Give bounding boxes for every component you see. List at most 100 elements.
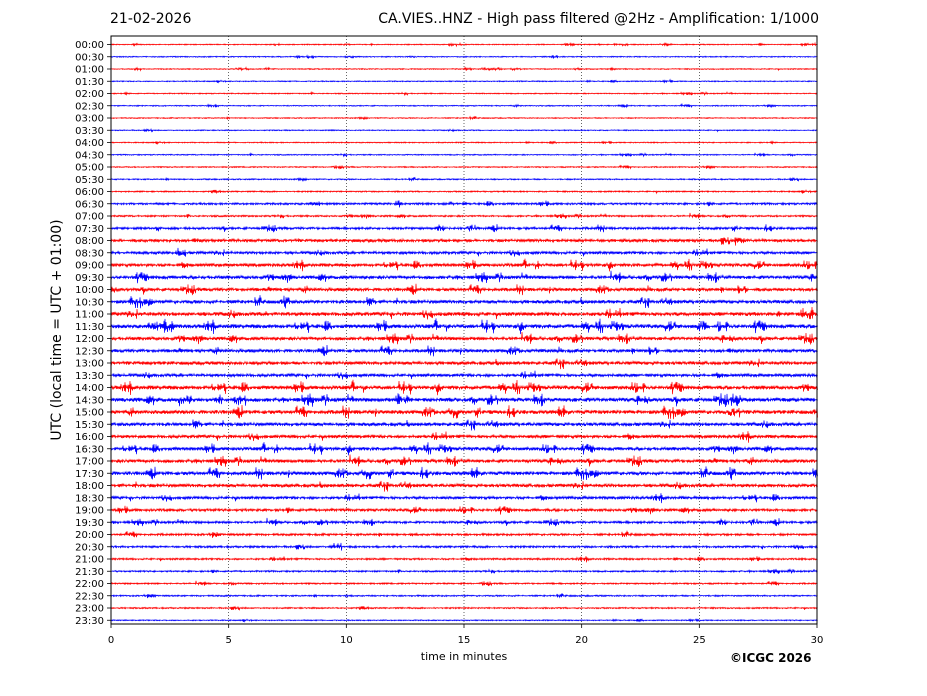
trace-1030 xyxy=(110,295,818,309)
plot-frame xyxy=(110,35,818,625)
y-tick-label: 04:00 xyxy=(75,138,104,149)
y-tick-label: 06:00 xyxy=(75,187,104,198)
y-tick-label: 10:00 xyxy=(75,285,104,296)
x-tick-label: 20 xyxy=(575,635,588,646)
x-tick-labels: 0 5 10 15 20 25 30 xyxy=(108,624,824,646)
trace-0300 xyxy=(110,115,818,121)
y-tick-label: 02:30 xyxy=(75,101,104,112)
seismic-traces xyxy=(110,41,818,623)
trace-1330 xyxy=(110,370,818,380)
x-tick-label: 15 xyxy=(458,635,471,646)
y-tick-label: 17:00 xyxy=(75,457,104,468)
trace-2100 xyxy=(110,556,818,563)
trace-2300 xyxy=(110,605,818,611)
trace-2330 xyxy=(110,618,818,623)
trace-0600 xyxy=(110,189,818,195)
y-tick-label: 00:00 xyxy=(75,40,104,51)
x-tick-label: 10 xyxy=(340,635,353,646)
trace-0030 xyxy=(110,54,818,60)
y-tick-label: 12:00 xyxy=(75,334,104,345)
y-tick-label: 20:00 xyxy=(75,530,104,541)
trace-1100 xyxy=(110,307,818,320)
y-tick-label: 15:00 xyxy=(75,408,104,419)
trace-1630 xyxy=(110,442,818,456)
y-tick-label: 14:00 xyxy=(75,383,104,394)
trace-2030 xyxy=(110,542,818,551)
y-tick-label: 18:00 xyxy=(75,481,104,492)
y-tick-label: 04:30 xyxy=(75,150,104,161)
trace-1430 xyxy=(110,393,818,407)
y-tick-label: 08:00 xyxy=(75,236,104,247)
x-tick-label: 5 xyxy=(225,635,231,646)
trace-0500 xyxy=(110,164,818,170)
y-tick-label: 22:30 xyxy=(75,591,104,602)
trace-1830 xyxy=(110,493,818,504)
trace-1130 xyxy=(110,318,818,335)
y-tick-label: 08:30 xyxy=(75,248,104,259)
y-tick-label: 01:30 xyxy=(75,77,104,88)
y-axis-label: UTC (local time = UTC + 01:00) xyxy=(49,219,65,441)
x-tick-label: 30 xyxy=(811,635,824,646)
trace-1530 xyxy=(110,419,818,431)
trace-1500 xyxy=(110,405,818,420)
y-tick-label: 21:00 xyxy=(75,555,104,566)
trace-1930 xyxy=(110,517,818,527)
y-tick-label: 09:00 xyxy=(75,261,104,272)
trace-0430 xyxy=(110,152,818,158)
grid-lines xyxy=(228,36,700,624)
y-tick-label: 07:30 xyxy=(75,224,104,235)
y-tick-label: 13:30 xyxy=(75,371,104,382)
trace-1400 xyxy=(110,379,818,396)
trace-0730 xyxy=(110,224,818,233)
y-tick-label: 20:30 xyxy=(75,542,104,553)
y-tick-label: 07:00 xyxy=(75,212,104,223)
x-axis-label: time in minutes xyxy=(420,650,508,663)
trace-0800 xyxy=(110,237,818,246)
trace-1730 xyxy=(110,466,818,481)
x-tick-label: 25 xyxy=(693,635,706,646)
y-tick-label: 23:30 xyxy=(75,616,104,627)
y-tick-label: 11:30 xyxy=(75,322,104,333)
trace-1000 xyxy=(110,283,818,296)
trace-0530 xyxy=(110,176,818,182)
trace-0000 xyxy=(110,41,818,48)
y-tick-label: 16:30 xyxy=(75,444,104,455)
x-tick-label: 0 xyxy=(108,635,114,646)
y-tick-label: 23:00 xyxy=(75,604,104,615)
trace-0630 xyxy=(110,200,818,208)
trace-1300 xyxy=(110,358,818,370)
trace-1230 xyxy=(110,345,818,357)
trace-0830 xyxy=(110,247,818,257)
y-tick-label: 11:00 xyxy=(75,310,104,321)
trace-1700 xyxy=(110,454,818,468)
trace-2230 xyxy=(110,593,818,599)
y-tick-label: 05:30 xyxy=(75,175,104,186)
y-tick-label: 19:00 xyxy=(75,506,104,517)
y-tick-label: 13:00 xyxy=(75,359,104,370)
trace-1600 xyxy=(110,431,818,443)
trace-0100 xyxy=(110,66,818,72)
trace-0130 xyxy=(110,78,818,84)
y-tick-label: 14:30 xyxy=(75,395,104,406)
y-tick-label: 22:00 xyxy=(75,579,104,590)
y-tick-label: 19:30 xyxy=(75,518,104,529)
y-tick-label: 10:30 xyxy=(75,297,104,308)
y-tick-label: 01:00 xyxy=(75,65,104,76)
y-tick-label: 05:00 xyxy=(75,163,104,174)
trace-0400 xyxy=(110,140,818,145)
date-label: 21-02-2026 xyxy=(110,11,192,27)
trace-0930 xyxy=(110,270,818,284)
y-tick-label: 09:30 xyxy=(75,273,104,284)
copyright-label: ©ICGC 2026 xyxy=(730,651,812,665)
trace-0700 xyxy=(110,212,818,219)
y-tick-label: 16:00 xyxy=(75,432,104,443)
y-tick-label: 00:30 xyxy=(75,52,104,63)
trace-0200 xyxy=(110,90,818,97)
trace-2000 xyxy=(110,530,818,538)
y-tick-label: 03:30 xyxy=(75,126,104,137)
y-tick-label: 03:00 xyxy=(75,114,104,125)
chart-title: CA.VIES..HNZ - High pass filtered @2Hz -… xyxy=(378,11,819,27)
trace-0330 xyxy=(110,128,818,133)
